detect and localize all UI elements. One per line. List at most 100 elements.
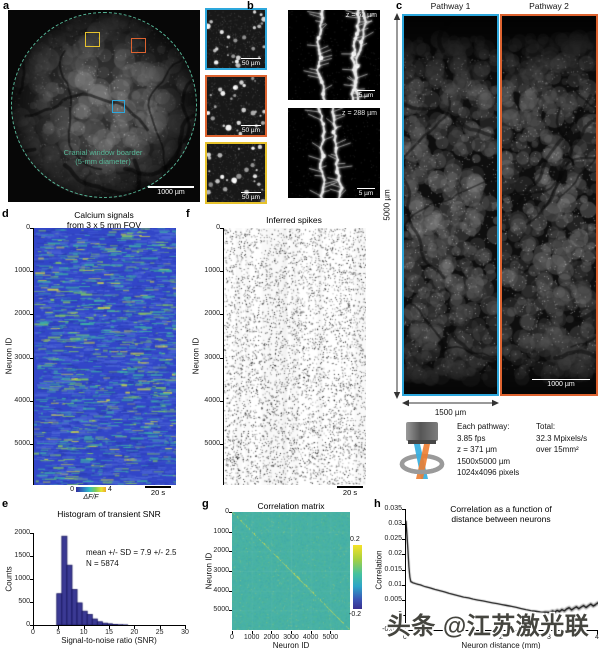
tick-label: 4000 <box>14 396 30 404</box>
panel-d-title: Calcium signals from 3 x 5 mm FOV <box>66 210 142 230</box>
tick-label: 3000 <box>283 634 299 641</box>
roi-box-orange <box>131 38 146 53</box>
tick-label: 2000 <box>263 634 280 641</box>
objective-lens-icon <box>399 422 445 479</box>
tick-label: 15 <box>105 629 113 636</box>
pathway2-image: 1000 µm <box>500 14 598 396</box>
watermark: 头条 @江苏激光联盟 <box>386 613 590 649</box>
each-pathway-line: z = 371 µm <box>457 445 497 454</box>
tick-label: 0 <box>26 224 30 231</box>
tick-label: 0 <box>225 508 229 515</box>
tick-label: 1000 <box>14 267 30 275</box>
total-line: over 15mm² <box>536 445 579 454</box>
pathway2-title: Pathway 2 <box>529 1 569 11</box>
tick-label: 4000 <box>213 586 229 594</box>
tick-label: 0.01 <box>388 580 402 588</box>
each-pathway-line: 1500x5000 µm <box>457 456 511 466</box>
roi-box-blue <box>112 100 125 113</box>
correlation-matrix-canvas <box>232 512 350 630</box>
tick-label: 5000 <box>14 440 30 447</box>
tick-mark <box>402 524 405 526</box>
tick-label: 0 <box>216 224 220 231</box>
tick-label: 20 <box>130 629 139 636</box>
scale-bar-50um: 50 µm <box>240 191 262 201</box>
scale-bar-line <box>241 57 261 59</box>
tick-label: 5000 <box>322 634 339 641</box>
tick-mark <box>549 631 550 634</box>
snr-histogram-canvas <box>34 533 186 625</box>
tick-label: 30 <box>181 629 189 636</box>
scale-bar-line <box>337 486 363 488</box>
time-scale-bar-f: 20 s <box>336 486 364 497</box>
dff-colorbar <box>76 487 106 492</box>
tick-mark <box>229 590 232 592</box>
tick-label: 5 <box>56 629 61 636</box>
spike-raster <box>223 228 366 485</box>
tick-mark <box>30 444 33 445</box>
tick-mark <box>220 271 223 273</box>
scale-bar-50um: 50 µm <box>240 57 262 67</box>
tick-mark <box>271 631 273 634</box>
dendrite-canvas <box>288 108 380 198</box>
tick-mark <box>402 614 405 616</box>
tick-label: 2000 <box>14 529 30 536</box>
tick-label: 3000 <box>204 353 220 361</box>
tick-label: 0.005 <box>384 595 402 603</box>
scale-bar-line <box>241 124 261 126</box>
inset-orange-roi-image: 50 µm <box>205 75 267 137</box>
panel-e-label: e <box>2 498 9 510</box>
panel-g-title: Correlation matrix <box>257 501 325 511</box>
tick-label: 3 <box>547 634 551 641</box>
tick-label: 3000 <box>213 567 229 574</box>
roi-box-yellow <box>85 32 100 47</box>
total-line: 32.3 Mpixels/s <box>536 433 588 443</box>
tick-mark <box>405 631 406 634</box>
pathway-width-label: 1500 µm <box>434 408 467 417</box>
tick-mark <box>220 400 223 402</box>
tick-mark <box>30 228 33 229</box>
panel-f-title: Inferred spikes <box>266 215 322 225</box>
scale-bar-5um: 5 µm <box>355 89 377 99</box>
tick-mark <box>232 631 233 634</box>
tick-mark <box>30 271 33 273</box>
tick-mark <box>402 554 405 556</box>
tick-mark <box>30 400 33 402</box>
tick-mark <box>251 631 253 634</box>
tick-label: 25 <box>155 629 164 636</box>
colorbar-axis-label: ΔF/F <box>83 494 99 501</box>
tick-mark <box>33 626 34 629</box>
each-pathway-line: Each pathway: <box>457 422 510 431</box>
tick-label: 1 <box>451 634 455 641</box>
panel-h-label: h <box>374 498 381 510</box>
distance-correlation-plot <box>405 509 598 631</box>
pathway2-canvas <box>502 16 596 394</box>
colorbar-max-label: 4 <box>108 486 112 493</box>
each-pathway-line: 3.85 fps <box>457 433 486 443</box>
cranial-window-annotation: Cranial window boarder (5-mm diameter) <box>63 148 143 166</box>
tick-label: 1000 <box>213 527 229 535</box>
tick-mark <box>30 602 33 603</box>
tick-mark <box>229 531 232 533</box>
total-line: Total: <box>536 422 556 431</box>
cranial-window-border-circle <box>11 12 197 198</box>
vertical-extent-arrow <box>393 13 401 399</box>
correlation-matrix <box>232 512 350 630</box>
tick-mark <box>58 626 60 629</box>
spike-raster-canvas <box>224 228 366 485</box>
tick-mark <box>402 630 405 631</box>
corr-colorbar <box>353 545 362 609</box>
pathway1-image <box>402 14 499 396</box>
horizontal-extent-arrow <box>402 399 499 407</box>
scale-bar-line <box>357 187 375 189</box>
tick-mark <box>83 626 85 629</box>
tick-mark <box>30 357 33 359</box>
inset-yellow-roi-image: 50 µm <box>205 142 267 204</box>
tick-mark <box>134 626 136 629</box>
tick-mark <box>330 631 332 634</box>
depth-label: z = 288 µm <box>342 110 377 117</box>
tick-label: 1000 <box>14 575 30 582</box>
depth-label: z = 62 µm <box>345 12 377 19</box>
tick-label: 0.015 <box>384 565 402 573</box>
dendrite-image-z62: z = 62 µm 5 µm <box>288 10 380 100</box>
tick-mark <box>229 610 232 612</box>
